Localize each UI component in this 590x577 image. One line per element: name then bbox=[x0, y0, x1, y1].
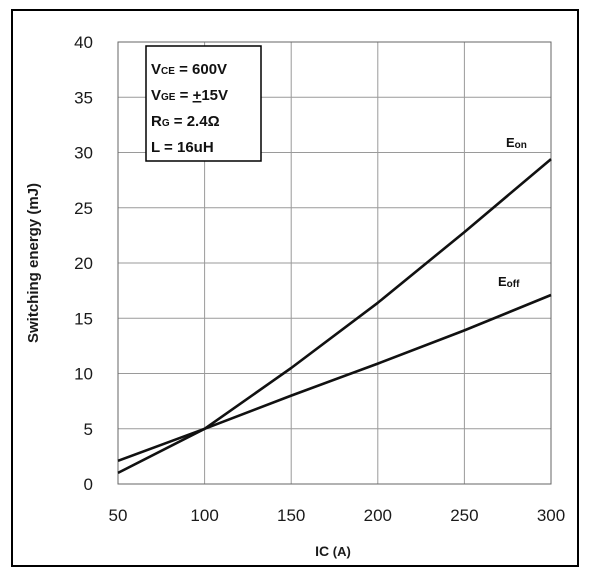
conditions-box-border bbox=[145, 45, 262, 162]
conditions-box: VCE = 600V VGE = +15V RG = 2.4Ω L = 16uH bbox=[145, 45, 262, 162]
plot-border bbox=[117, 41, 552, 485]
x-tick-label: 250 bbox=[450, 506, 478, 525]
condition-vce: VCE = 600V bbox=[151, 61, 227, 78]
x-tick-label: 50 bbox=[109, 506, 128, 525]
y-tick-label: 5 bbox=[84, 420, 93, 439]
series-line-eoff bbox=[117, 293, 552, 463]
y-tick-label: 15 bbox=[74, 309, 93, 328]
x-tick-label: 100 bbox=[190, 506, 218, 525]
condition-l: L = 16uH bbox=[151, 139, 214, 156]
y-tick-label: 35 bbox=[74, 88, 93, 107]
x-tick-label: 300 bbox=[537, 506, 565, 525]
y-tick-label: 25 bbox=[74, 199, 93, 218]
series-label-eon: Eon bbox=[506, 135, 527, 151]
y-tick-label: 30 bbox=[74, 144, 93, 163]
series-label-eoff: Eoff bbox=[498, 274, 520, 290]
y-axis-label: Switching energy (mJ) bbox=[25, 183, 42, 343]
y-tick-label: 20 bbox=[74, 254, 93, 273]
chart-frame bbox=[11, 9, 579, 567]
y-tick-label: 40 bbox=[74, 33, 93, 52]
y-tick-label: 10 bbox=[74, 365, 93, 384]
condition-rg: RG = 2.4Ω bbox=[151, 113, 220, 130]
condition-vce-value: = 600V bbox=[175, 61, 227, 78]
y-tick-label: 0 bbox=[84, 475, 93, 494]
condition-vge: VGE = +15V bbox=[151, 87, 228, 104]
y-axis-ticks: 0 5 10 15 20 25 30 35 40 bbox=[74, 33, 93, 494]
x-tick-label: 150 bbox=[277, 506, 305, 525]
x-axis-label: IC (A) bbox=[315, 543, 351, 559]
series-lines bbox=[117, 158, 552, 475]
series-line-eon bbox=[117, 158, 552, 475]
x-axis-ticks: 50 100 150 200 250 300 bbox=[109, 506, 566, 525]
x-tick-label: 200 bbox=[364, 506, 392, 525]
